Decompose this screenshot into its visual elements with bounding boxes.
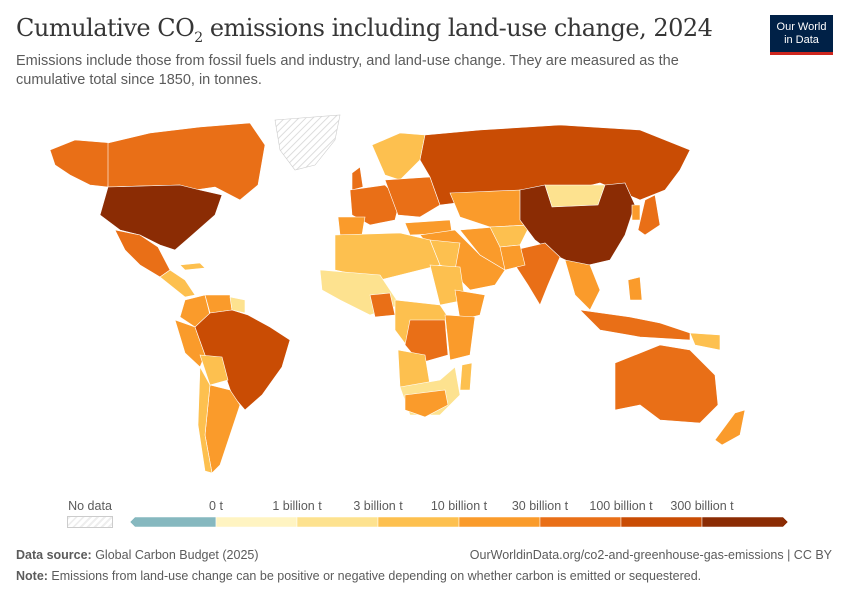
source-label: Data source: — [16, 548, 92, 562]
legend-bin-7[interactable] — [701, 516, 789, 528]
country-brazil[interactable] — [194, 309, 291, 411]
country-southeast-asia[interactable] — [564, 259, 601, 311]
title-text-rest: emissions including land-use change, 202… — [202, 14, 713, 42]
country-united-states[interactable] — [99, 184, 223, 251]
country-indonesia[interactable] — [579, 309, 691, 341]
country-cuba[interactable] — [179, 262, 206, 271]
country-south-africa[interactable] — [404, 389, 449, 418]
country-chile[interactable] — [197, 365, 213, 474]
legend-tick-label: 30 billion t — [511, 499, 569, 513]
logo-line1: Our World — [776, 20, 827, 33]
legend-tick-label: 300 billion t — [670, 499, 734, 513]
footnote: Note: Emissions from land-use change can… — [16, 569, 701, 583]
source-value[interactable]: Global Carbon Budget (2025) — [91, 548, 259, 562]
legend-bin-3[interactable] — [377, 516, 460, 528]
country-argentina[interactable] — [204, 384, 241, 474]
country-china[interactable] — [519, 182, 636, 268]
legend-tick-label: 0 t — [209, 499, 223, 513]
note-value: Emissions from land-use change can be po… — [47, 569, 702, 583]
country-greenland[interactable] — [274, 114, 341, 171]
country-central-america[interactable] — [159, 269, 196, 298]
logo-line2: in Data — [784, 33, 819, 46]
legend-no-data-swatch — [67, 516, 113, 528]
chart-title: Cumulative CO2 emissions including land-… — [16, 14, 713, 46]
note-label: Note: — [16, 569, 48, 583]
country-uk[interactable] — [351, 166, 364, 191]
country-new-zealand[interactable] — [714, 409, 746, 446]
country-western-europe[interactable] — [349, 184, 401, 226]
legend-bin-4[interactable] — [458, 516, 541, 528]
country-bolivia[interactable] — [199, 354, 229, 386]
data-source: Data source: Global Carbon Budget (2025) — [16, 548, 259, 562]
country-east-africa[interactable] — [444, 314, 476, 361]
legend-tick-label: 3 billion t — [353, 499, 403, 513]
title-subscript: 2 — [194, 29, 203, 46]
source-url[interactable]: OurWorldinData.org/co2-and-greenhouse-ga… — [469, 548, 832, 562]
country-scandinavia[interactable] — [371, 132, 426, 181]
legend-tick-label: 10 billion t — [430, 499, 488, 513]
country-mongolia[interactable] — [544, 184, 606, 208]
country-guianas[interactable] — [229, 296, 246, 314]
country-png[interactable] — [689, 332, 721, 351]
country-australia[interactable] — [614, 344, 719, 424]
title-text: Cumulative CO — [16, 14, 195, 42]
country-japan[interactable] — [637, 194, 661, 236]
legend-tick-label: 100 billion t — [589, 499, 653, 513]
country-korea[interactable] — [631, 204, 641, 221]
country-pakistan[interactable] — [499, 244, 526, 271]
legend-bin-5[interactable] — [539, 516, 622, 528]
legend-color-bar — [130, 516, 789, 528]
country-madagascar[interactable] — [459, 362, 473, 391]
country-drc[interactable] — [404, 319, 449, 364]
legend-no-data-label: No data — [68, 499, 112, 513]
country-india[interactable] — [514, 242, 561, 306]
country-eastern-europe[interactable] — [384, 176, 441, 218]
legend-bin-1[interactable] — [215, 516, 298, 528]
owid-logo[interactable]: Our World in Data — [770, 15, 833, 55]
chart-subtitle: Emissions include those from fossil fuel… — [16, 53, 679, 88]
legend-bin-2[interactable] — [296, 516, 379, 528]
country-alaska[interactable] — [49, 139, 113, 188]
legend-bin-6[interactable] — [620, 516, 703, 528]
country-angola[interactable] — [397, 349, 431, 388]
legend-bin-0[interactable] — [130, 516, 217, 528]
country-ethiopia[interactable] — [454, 289, 486, 321]
legend-tick-label: 1 billion t — [272, 499, 322, 513]
world-map — [49, 114, 746, 474]
country-spain[interactable] — [337, 216, 366, 236]
country-philippines[interactable] — [627, 276, 643, 301]
